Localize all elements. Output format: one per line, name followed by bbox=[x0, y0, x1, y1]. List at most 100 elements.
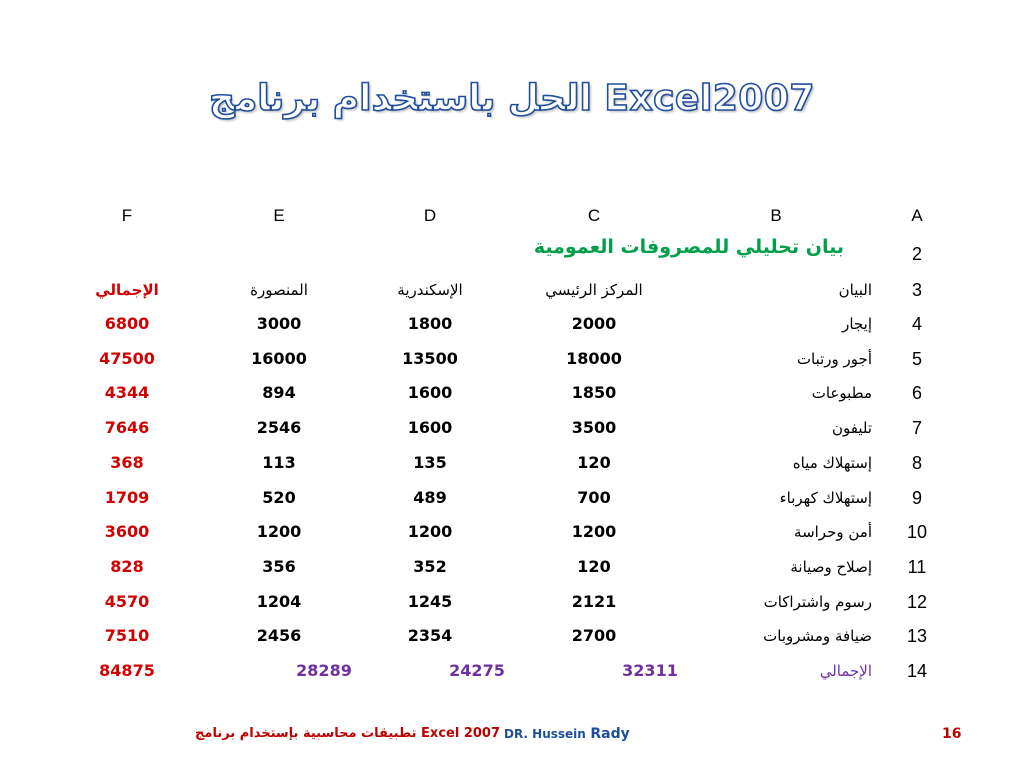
total-row: 14 الإجمالي 32311 24275 28289 84875 bbox=[0, 654, 1024, 688]
row-number: 8 bbox=[911, 452, 923, 473]
column-letter-e: E bbox=[273, 206, 285, 225]
cell-main-center: 2000 bbox=[571, 314, 617, 333]
row-number: 9 bbox=[911, 487, 923, 508]
cell-total: 6800 bbox=[104, 314, 150, 333]
column-letter-f: F bbox=[121, 206, 133, 225]
cell-mansoura: 2546 bbox=[256, 418, 302, 438]
row-label: مطبوعات bbox=[811, 384, 872, 403]
row-number: 14 bbox=[906, 661, 928, 681]
header-total: الإجمالي bbox=[95, 281, 159, 299]
row-number: 11 bbox=[907, 556, 927, 577]
cell-main-center: 2700 bbox=[571, 626, 617, 646]
table-row: 9 إستهلاك كهرباء 700 489 520 1709 bbox=[0, 481, 1024, 515]
cell-alexandria: 135 bbox=[413, 452, 447, 472]
column-letter-a: A bbox=[911, 206, 923, 225]
cell-alexandria: 13500 bbox=[402, 348, 458, 368]
row-label: رسوم واشتراكات bbox=[763, 592, 872, 611]
cell-alexandria: 1800 bbox=[407, 314, 453, 333]
row-number: 2 bbox=[911, 244, 923, 264]
table-row: 11 إصلاح وصيانة 120 352 356 828 bbox=[0, 550, 1024, 584]
cell-main-center: 18000 bbox=[566, 348, 622, 368]
row-label: إستهلاك كهرباء bbox=[779, 488, 872, 507]
row-label: تليفون bbox=[831, 419, 872, 438]
row-label: أمن وحراسة bbox=[794, 523, 872, 542]
row-number: 3 bbox=[911, 280, 923, 300]
cell-alexandria: 352 bbox=[413, 556, 447, 576]
cell-total: 4570 bbox=[104, 591, 150, 611]
row-label: إصلاح وصيانة bbox=[790, 557, 872, 576]
header-alexandria: الإسكندرية bbox=[397, 281, 463, 299]
total-label: الإجمالي bbox=[819, 662, 872, 680]
cell-alexandria: 1245 bbox=[407, 591, 453, 611]
cell-mansoura: 1204 bbox=[256, 591, 302, 611]
cell-mansoura: 16000 bbox=[251, 348, 307, 368]
row-label: إيجار bbox=[842, 315, 872, 333]
cell-total: 7510 bbox=[104, 626, 150, 646]
row-number: 10 bbox=[906, 522, 928, 543]
cell-alexandria: 1600 bbox=[407, 418, 453, 438]
cell-mansoura: 3000 bbox=[256, 314, 302, 333]
cell-total: 1709 bbox=[104, 487, 150, 507]
row-number: 4 bbox=[911, 314, 923, 334]
cell-total: 3600 bbox=[104, 522, 150, 542]
slide-title: الحل باستخدام برنامج Excel2007 bbox=[208, 77, 815, 120]
cell-mansoura: 520 bbox=[262, 487, 296, 507]
header-label: البيان bbox=[838, 281, 872, 299]
subtitle-row: 2 bbox=[0, 237, 1024, 271]
total-alexandria: 24275 bbox=[449, 661, 505, 680]
cell-main-center: 1200 bbox=[571, 522, 617, 542]
table-row: 10 أمن وحراسة 1200 1200 1200 3600 bbox=[0, 515, 1024, 549]
cell-mansoura: 356 bbox=[262, 556, 296, 576]
cell-alexandria: 1600 bbox=[407, 383, 453, 403]
row-label: إستهلاك مياه bbox=[792, 453, 872, 472]
cell-main-center: 120 bbox=[577, 556, 611, 576]
table-row: 5 أجور ورتبات 18000 13500 16000 47500 bbox=[0, 342, 1024, 376]
row-label: أجور ورتبات bbox=[796, 349, 872, 368]
header-mansoura: المنصورة bbox=[250, 281, 308, 299]
cell-mansoura: 113 bbox=[262, 452, 296, 472]
total-main-center: 32311 bbox=[622, 661, 678, 680]
row-number: 12 bbox=[906, 591, 928, 612]
cell-main-center: 3500 bbox=[571, 418, 617, 438]
cell-mansoura: 894 bbox=[262, 383, 296, 403]
row-label: ضيافة ومشروبات bbox=[763, 627, 872, 646]
table-row: 8 إستهلاك مياه 120 135 113 368 bbox=[0, 446, 1024, 480]
grand-total: 84875 bbox=[99, 661, 155, 680]
cell-total: 368 bbox=[110, 452, 144, 472]
table-row: 6 مطبوعات 1850 1600 894 4344 bbox=[0, 376, 1024, 410]
table-row: 13 ضيافة ومشروبات 2700 2354 2456 7510 bbox=[0, 619, 1024, 653]
column-letters: F E D C B A bbox=[0, 206, 1024, 232]
cell-total: 47500 bbox=[99, 348, 155, 368]
footer-author-last: Rady bbox=[590, 726, 630, 742]
row-number: 7 bbox=[911, 418, 923, 439]
total-mansoura: 28289 bbox=[296, 661, 352, 680]
cell-mansoura: 1200 bbox=[256, 522, 302, 542]
footer-author-first: DR. Hussein bbox=[504, 727, 586, 741]
row-number: 13 bbox=[906, 626, 928, 647]
cell-mansoura: 2456 bbox=[256, 626, 302, 646]
cell-main-center: 1850 bbox=[571, 383, 617, 403]
page-number: 16 bbox=[942, 726, 962, 742]
cell-alexandria: 1200 bbox=[407, 522, 453, 542]
column-letter-c: C bbox=[587, 206, 601, 225]
table-row: 12 رسوم واشتراكات 2121 1245 1204 4570 bbox=[0, 585, 1024, 619]
cell-main-center: 120 bbox=[577, 452, 611, 472]
table-row: 7 تليفون 3500 1600 2546 7646 bbox=[0, 411, 1024, 445]
header-row: 3 البيان المركز الرئيسي الإسكندرية المنص… bbox=[0, 273, 1024, 307]
cell-alexandria: 489 bbox=[413, 487, 447, 507]
cell-total: 4344 bbox=[104, 383, 150, 403]
table-row: 4 إيجار 2000 1800 3000 6800 bbox=[0, 307, 1024, 341]
footer-author: DR. Hussein Rady bbox=[504, 724, 630, 744]
row-number: 5 bbox=[911, 348, 923, 369]
header-main-center: المركز الرئيسي bbox=[545, 281, 643, 299]
footer-course-title: Excel 2007 تطبيقات محاسبية بإستخدام برنا… bbox=[195, 726, 500, 741]
cell-total: 828 bbox=[110, 556, 144, 576]
cell-main-center: 700 bbox=[577, 487, 611, 507]
column-letter-d: D bbox=[423, 206, 437, 225]
cell-main-center: 2121 bbox=[571, 591, 617, 611]
cell-total: 7646 bbox=[104, 418, 150, 438]
cell-alexandria: 2354 bbox=[407, 626, 453, 646]
column-letter-b: B bbox=[770, 206, 782, 225]
table-subtitle: بيان تحليلي للمصروفات العمومية bbox=[533, 236, 844, 258]
row-number: 6 bbox=[911, 383, 923, 404]
